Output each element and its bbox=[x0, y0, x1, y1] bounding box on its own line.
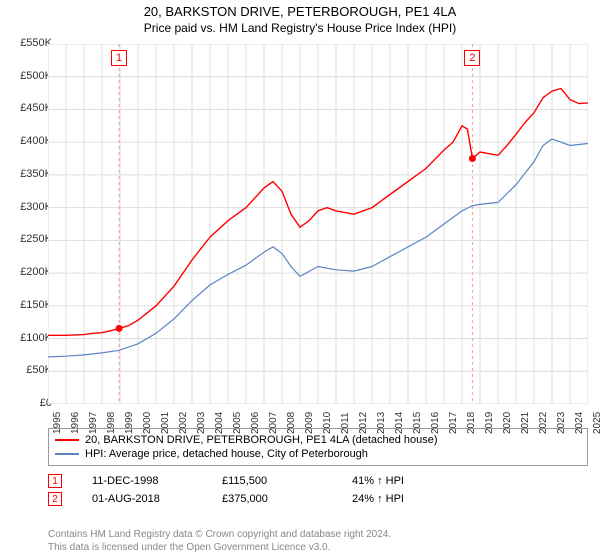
legend: 20, BARKSTON DRIVE, PETERBOROUGH, PE1 4L… bbox=[48, 428, 588, 466]
sale-marker-float: 1 bbox=[111, 50, 127, 66]
sale-price: £375,000 bbox=[222, 493, 322, 505]
footer-line: Contains HM Land Registry data © Crown c… bbox=[48, 529, 588, 542]
y-tick-label: £300K bbox=[8, 201, 52, 213]
sale-date: 01-AUG-2018 bbox=[92, 493, 192, 505]
table-row: 1 11-DEC-1998 £115,500 41% ↑ HPI bbox=[48, 472, 588, 490]
y-tick-label: £200K bbox=[8, 266, 52, 278]
sale-marker-icon: 1 bbox=[48, 474, 62, 488]
legend-label: HPI: Average price, detached house, City… bbox=[85, 448, 368, 460]
sale-marker-icon: 2 bbox=[48, 492, 62, 506]
legend-item: HPI: Average price, detached house, City… bbox=[55, 447, 581, 461]
sale-delta: 41% ↑ HPI bbox=[352, 475, 452, 487]
y-tick-label: £400K bbox=[8, 135, 52, 147]
chart-frame: 20, BARKSTON DRIVE, PETERBOROUGH, PE1 4L… bbox=[0, 0, 600, 560]
y-tick-label: £500K bbox=[8, 70, 52, 82]
y-tick-label: £450K bbox=[8, 102, 52, 114]
legend-swatch bbox=[55, 453, 79, 455]
x-tick-label: 2025 bbox=[592, 420, 600, 434]
y-tick-label: £350K bbox=[8, 168, 52, 180]
sale-date: 11-DEC-1998 bbox=[92, 475, 192, 487]
sale-marker-float: 2 bbox=[464, 50, 480, 66]
y-tick-label: £150K bbox=[8, 299, 52, 311]
chart-subtitle: Price paid vs. HM Land Registry's House … bbox=[0, 19, 600, 35]
y-tick-label: £250K bbox=[8, 233, 52, 245]
y-tick-label: £0 bbox=[8, 397, 52, 409]
y-tick-label: £50K bbox=[8, 364, 52, 376]
table-row: 2 01-AUG-2018 £375,000 24% ↑ HPI bbox=[48, 490, 588, 508]
plot-area bbox=[48, 44, 588, 404]
footer-attribution: Contains HM Land Registry data © Crown c… bbox=[48, 529, 588, 554]
footer-line: This data is licensed under the Open Gov… bbox=[48, 542, 588, 555]
chart-title: 20, BARKSTON DRIVE, PETERBOROUGH, PE1 4L… bbox=[0, 0, 600, 19]
plot-svg bbox=[48, 44, 588, 404]
legend-item: 20, BARKSTON DRIVE, PETERBOROUGH, PE1 4L… bbox=[55, 433, 581, 447]
y-tick-label: £550K bbox=[8, 37, 52, 49]
sale-delta: 24% ↑ HPI bbox=[352, 493, 452, 505]
sale-price: £115,500 bbox=[222, 475, 322, 487]
y-tick-label: £100K bbox=[8, 332, 52, 344]
sales-table: 1 11-DEC-1998 £115,500 41% ↑ HPI 2 01-AU… bbox=[48, 472, 588, 508]
legend-swatch bbox=[55, 439, 79, 441]
legend-label: 20, BARKSTON DRIVE, PETERBOROUGH, PE1 4L… bbox=[85, 434, 438, 446]
